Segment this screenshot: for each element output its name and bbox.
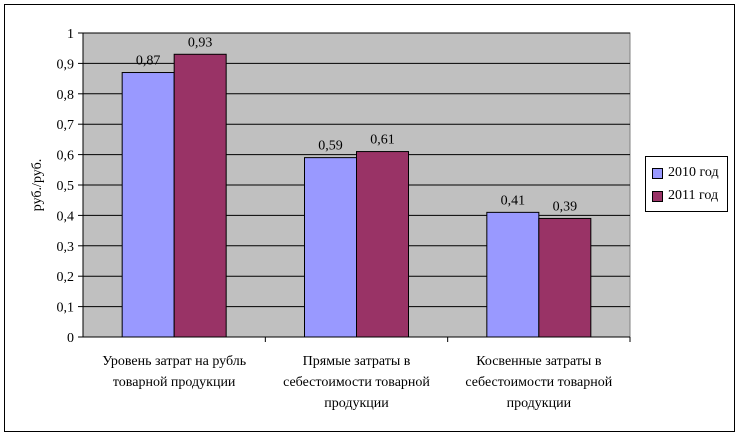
legend-label-2011: 2011 год xyxy=(668,188,719,203)
data-label: 0,59 xyxy=(318,139,343,154)
data-label: 0,41 xyxy=(501,193,526,208)
y-tick-label: 1 xyxy=(67,27,74,42)
y-axis-title: руб./руб. xyxy=(30,159,45,211)
data-label: 0,61 xyxy=(370,133,395,148)
bar xyxy=(304,157,357,338)
data-label: 0,39 xyxy=(553,199,578,214)
y-tick-label: 0,6 xyxy=(57,149,75,164)
bar xyxy=(538,217,592,338)
x-tick-label: себестоимости товарной xyxy=(283,375,430,390)
y-tick-label: 0,3 xyxy=(57,240,75,255)
y-tick-label: 0,5 xyxy=(57,179,75,194)
bar xyxy=(173,53,227,338)
bar xyxy=(486,211,540,338)
x-tick-label: продукции xyxy=(324,396,389,411)
data-label: 0,87 xyxy=(136,54,161,69)
y-tick-label: 0,2 xyxy=(57,270,75,285)
legend-label-2010: 2010 год xyxy=(668,165,719,180)
y-tick-label: 0,4 xyxy=(57,209,75,224)
y-tick-label: 0,7 xyxy=(57,118,75,133)
x-tick-label: товарной продукции xyxy=(113,375,236,390)
legend-swatch-2010 xyxy=(652,167,663,179)
x-tick-label: Уровень затрат на рубль xyxy=(102,354,246,369)
legend-swatch-2011 xyxy=(652,190,663,202)
bar xyxy=(356,151,409,338)
legend: 2010 год 2011 год xyxy=(645,156,728,212)
data-label: 0,93 xyxy=(188,35,213,50)
y-tick-label: 0,8 xyxy=(57,88,75,103)
x-tick-label: себестоимости товарной xyxy=(465,375,612,390)
x-tick-label: Косвенные затраты в xyxy=(476,354,602,369)
legend-item-2010: 2010 год xyxy=(652,164,719,182)
y-tick-label: 0,1 xyxy=(57,301,75,316)
x-tick-label: продукции xyxy=(507,396,572,411)
legend-item-2011: 2011 год xyxy=(652,187,718,205)
bar xyxy=(121,72,175,338)
y-tick-label: 0 xyxy=(67,331,74,346)
x-tick-label: Прямые затраты в xyxy=(303,354,411,369)
y-tick-label: 0,9 xyxy=(57,57,75,72)
